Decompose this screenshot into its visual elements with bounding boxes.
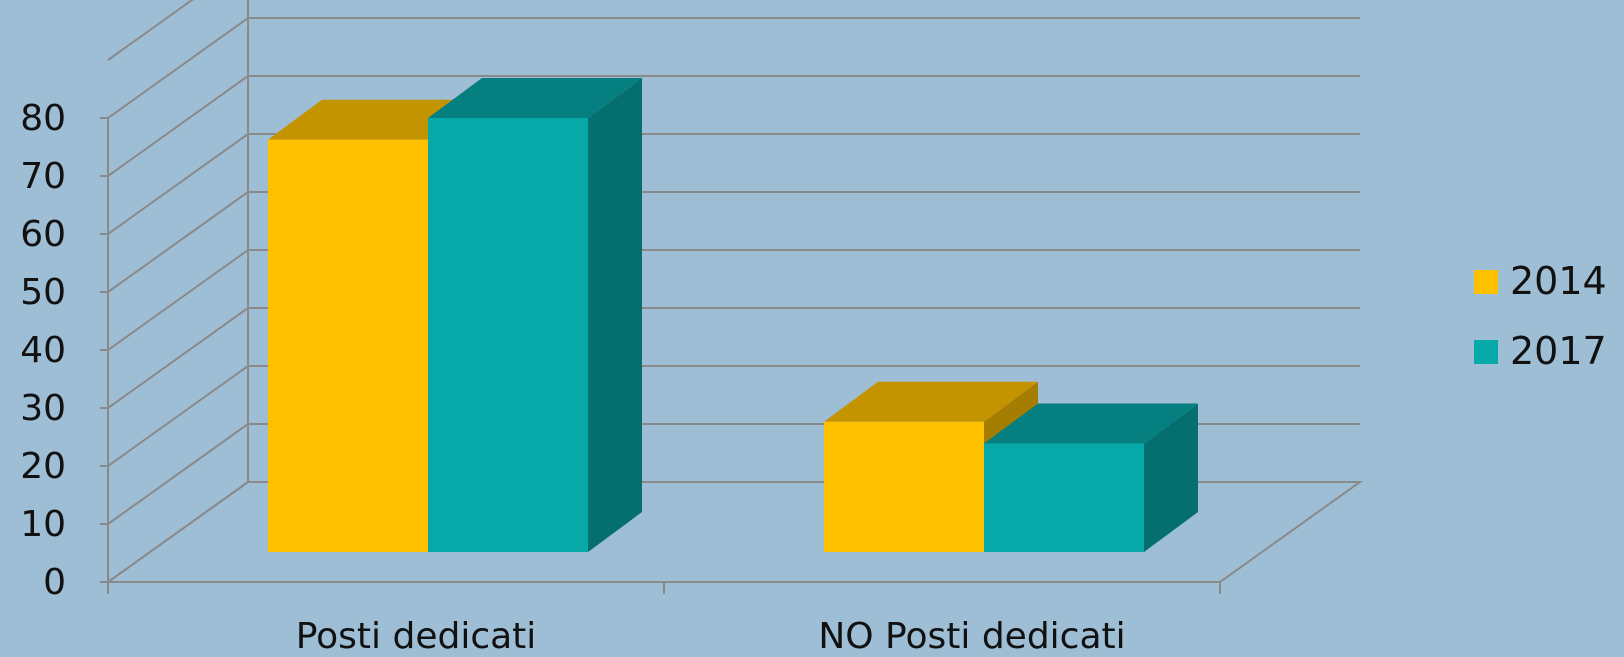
bar-front xyxy=(268,139,428,552)
y-tick-label: 10 xyxy=(20,504,66,545)
y-tick-label: 80 xyxy=(20,98,66,139)
bar xyxy=(824,381,1038,552)
gridline-side xyxy=(107,423,249,525)
y-tick-label: 30 xyxy=(20,388,66,429)
y-tick-label: 70 xyxy=(20,156,66,197)
gridline-side xyxy=(107,307,249,409)
labels-layer: 0 10 20 30 40 50 60 70 80 Posti dedicati NO Posti … xyxy=(20,98,1125,657)
x-category-label: Posti dedicati xyxy=(296,616,537,657)
gridline-side xyxy=(107,249,249,351)
gridline-side xyxy=(107,191,249,293)
axis-layer xyxy=(100,117,1221,594)
bar-side xyxy=(588,78,642,552)
bar xyxy=(984,403,1198,552)
gridline-side xyxy=(107,75,249,177)
bar-top xyxy=(428,78,642,118)
legend-label: 2017 xyxy=(1510,329,1607,373)
chart-floor xyxy=(107,481,1364,583)
y-tick-label: 50 xyxy=(20,272,66,313)
legend-swatch xyxy=(1474,340,1498,364)
bar-top xyxy=(824,381,1038,422)
bar-side xyxy=(1144,403,1198,552)
gridline-side xyxy=(107,17,249,119)
y-tick-label: 40 xyxy=(20,330,66,371)
legend-swatch xyxy=(1474,270,1498,294)
gridline-side xyxy=(107,0,194,61)
y-tick-label: 0 xyxy=(43,562,66,603)
bar-front xyxy=(428,118,588,552)
x-category-label: NO Posti dedicati xyxy=(818,616,1125,657)
bars-layer xyxy=(268,78,1198,552)
legend: 2014 2017 xyxy=(1474,259,1607,373)
bar-front xyxy=(984,443,1144,552)
bar xyxy=(428,78,642,552)
bar-front xyxy=(824,421,984,552)
gridline-side xyxy=(107,365,249,467)
y-tick-label: 60 xyxy=(20,214,66,255)
y-tick-label: 20 xyxy=(20,446,66,487)
gridline-side xyxy=(107,133,249,235)
bar-top xyxy=(984,403,1198,444)
legend-label: 2014 xyxy=(1510,259,1607,303)
